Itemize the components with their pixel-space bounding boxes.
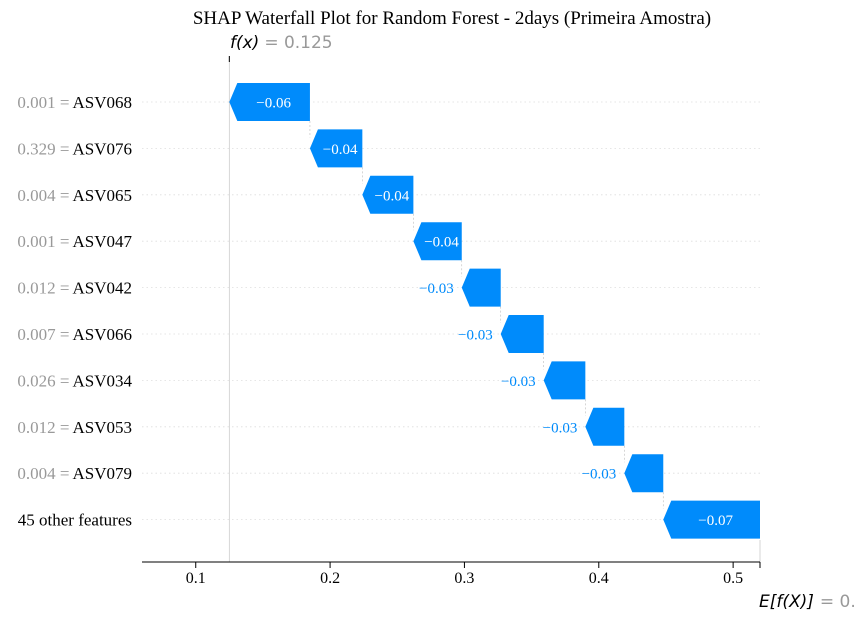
fx-annotation: f(x) = 0.125 [230, 33, 333, 53]
shap-bar [543, 361, 586, 400]
bar-value-label: −0.04 [374, 188, 409, 204]
feature-value: 0.004 = [17, 464, 69, 483]
shap-bars [229, 83, 760, 539]
feature-label: 0.012 = ASV053 [17, 418, 132, 437]
fx-value: = 0.125 [264, 33, 332, 53]
x-tick-label: 0.1 [186, 570, 206, 587]
feature-name: ASV034 [72, 371, 132, 390]
shap-bar [461, 268, 501, 307]
shap-bar [663, 500, 760, 539]
shap-bar [624, 454, 664, 493]
feature-name: ASV065 [72, 186, 132, 205]
feature-name: ASV047 [72, 232, 132, 251]
feature-value: 0.007 = [17, 325, 69, 344]
feature-name: ASV076 [72, 139, 132, 158]
shap-bar [229, 83, 310, 121]
feature-value: 0.329 = [17, 139, 69, 158]
feature-value: 0.004 = [17, 186, 69, 205]
shap-bar [362, 175, 414, 214]
feature-value: 0.012 = [17, 279, 69, 298]
feature-value: 0.001 = [17, 232, 69, 251]
feature-name: ASV042 [72, 279, 132, 298]
feature-value: 0.026 = [17, 371, 69, 390]
bar-value-label: −0.03 [419, 281, 454, 297]
shap-bar [413, 222, 462, 261]
feature-value: 0.001 = [17, 93, 69, 112]
feature-label: 0.004 = ASV079 [17, 464, 132, 483]
x-tick-label: 0.5 [723, 570, 743, 587]
feature-label: 0.026 = ASV034 [17, 371, 132, 390]
bar-value-label: −0.03 [543, 420, 578, 436]
row-gridlines [142, 101, 760, 520]
chart-title: SHAP Waterfall Plot for Random Forest - … [193, 8, 711, 29]
efx-label: E[f(X)] [759, 592, 814, 612]
feature-label: 0.001 = ASV068 [17, 93, 132, 112]
x-tick-label: 0.3 [454, 570, 474, 587]
feature-name: ASV066 [72, 325, 132, 344]
bar-value-label: −0.03 [458, 328, 493, 344]
feature-label: 0.329 = ASV076 [17, 139, 132, 158]
feature-label: 0.001 = ASV047 [17, 232, 132, 251]
bar-value-label: −0.04 [323, 142, 358, 158]
feature-label: 0.012 = ASV042 [17, 279, 132, 298]
feature-label: 45 other features [18, 511, 132, 530]
x-axis-ticks: 0.1 0.2 0.3 0.4 0.5 [186, 562, 743, 587]
bar-value-label: −0.03 [501, 374, 536, 390]
bar-value-label: −0.07 [698, 513, 733, 529]
shap-bar-labels: −0.06 −0.04 −0.04 −0.04 −0.03 −0.03 −0.03 −0.03… [256, 96, 733, 530]
bar-value-label: −0.04 [424, 235, 459, 251]
shap-bar [585, 407, 625, 446]
feature-name: ASV053 [72, 418, 132, 437]
shap-bar [309, 129, 363, 168]
reference-lines [228, 56, 761, 568]
feature-name: ASV068 [72, 93, 132, 112]
bar-connectors [309, 121, 664, 509]
feature-name: 45 other features [18, 511, 132, 530]
feature-label: 0.004 = ASV065 [17, 186, 132, 205]
feature-label: 0.007 = ASV066 [17, 325, 132, 344]
feature-name: ASV079 [72, 464, 132, 483]
x-tick-label: 0.4 [589, 570, 609, 587]
bar-value-label: −0.03 [582, 467, 617, 483]
bar-value-label: −0.06 [256, 96, 291, 112]
fx-label: f(x) [230, 33, 259, 53]
x-tick-label: 0.2 [320, 570, 340, 587]
efx-value: = 0.52 [820, 592, 854, 612]
efx-annotation: E[f(X)] = 0.52 [759, 592, 854, 612]
shap-bar [500, 315, 544, 353]
feature-value: 0.012 = [17, 418, 69, 437]
